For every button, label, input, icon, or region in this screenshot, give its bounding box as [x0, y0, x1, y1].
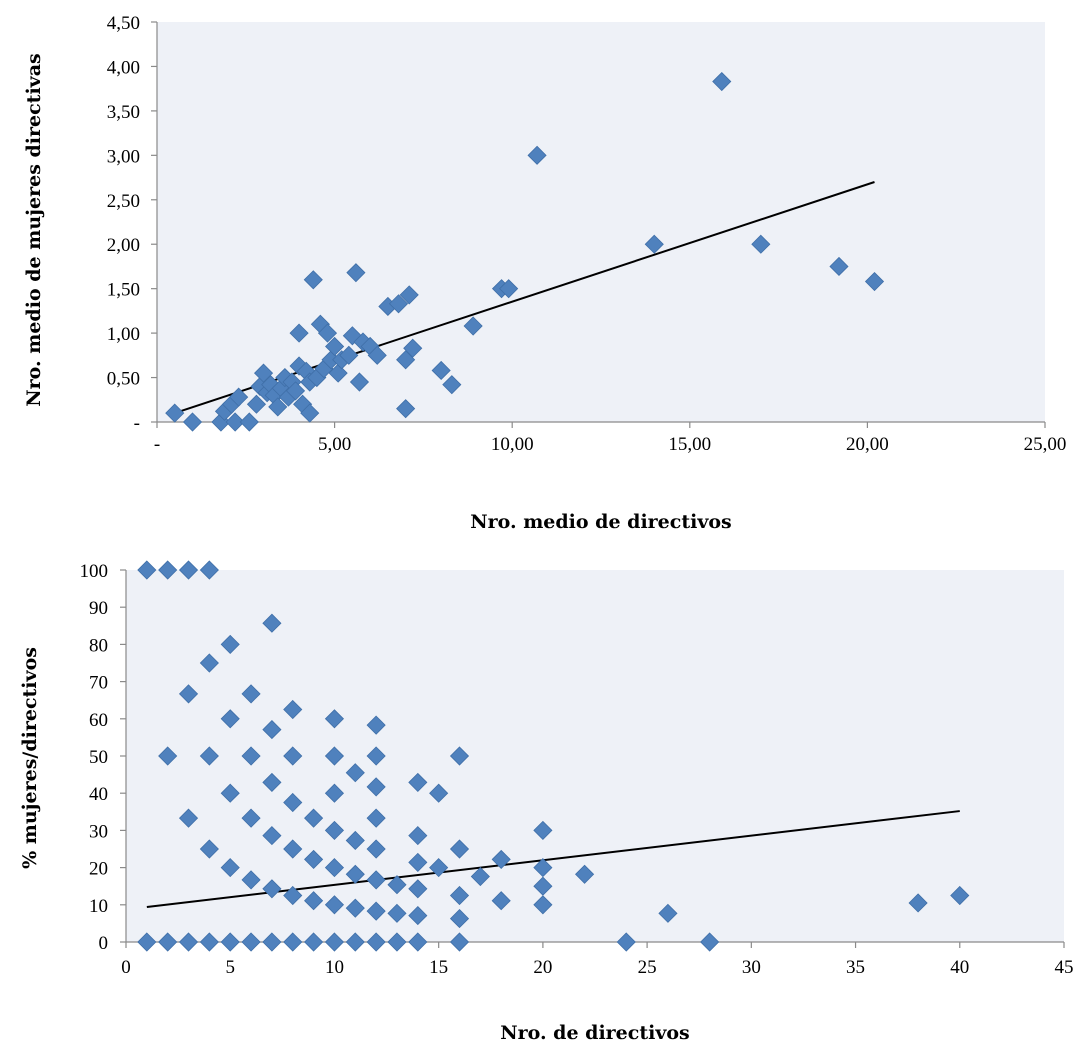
y-tick-label: 100 [80, 561, 109, 582]
y-tick-label: - [134, 413, 140, 434]
y-tick-label: 10 [89, 896, 108, 917]
chart-mean-directors: - 5,00 10,00 15,00 20,00 25,00 - 0,50 1,00 1,50 2… [23, 13, 1066, 533]
x-tick-label: 20 [533, 957, 552, 978]
x-tick-label: 20,00 [846, 434, 889, 455]
x-tick-label: 15,00 [668, 434, 711, 455]
x-axis-title: Nro. de directivos [500, 1022, 690, 1044]
x-tick-label: 25,00 [1024, 434, 1067, 455]
x-tick-label: 30 [742, 957, 761, 978]
x-tick-label: 35 [846, 957, 865, 978]
y-tick-label: 2,50 [107, 191, 140, 212]
y-tick-label: 0,50 [107, 369, 140, 390]
y-tick-label: 2,00 [107, 235, 140, 256]
y-tick-label: 4,50 [107, 13, 140, 34]
x-tick-label: 45 [1055, 957, 1074, 978]
x-tick-label: 40 [950, 957, 969, 978]
x-tick-label: 10 [325, 957, 344, 978]
x-tick-label: 5,00 [318, 434, 351, 455]
y-tick-label: 1,00 [107, 324, 140, 345]
y-tick-label: 70 [89, 673, 108, 694]
chart-percent-women: 0 5 10 15 20 25 30 35 40 45 0 10 20 30 40 50 60 70 80 90 10… [19, 561, 1074, 1044]
y-tick-label: 0 [99, 933, 109, 954]
x-tick-label: 10,00 [491, 434, 534, 455]
x-axis-title: Nro. medio de directivos [470, 511, 732, 533]
x-tick-label: 5 [225, 957, 235, 978]
y-tick-label: 40 [89, 784, 108, 805]
y-tick-label: 90 [89, 598, 108, 619]
y-tick-label: 3,50 [107, 102, 140, 123]
y-axis-title: % mujeres/directivos [19, 647, 41, 869]
y-tick-label: 3,00 [107, 146, 140, 167]
x-tick-label: - [154, 434, 160, 455]
y-tick-label: 4,00 [107, 57, 140, 78]
y-axis-title: Nro. medio de mujeres directivas [23, 53, 45, 406]
y-tick-label: 20 [89, 859, 108, 880]
y-tick-label: 30 [89, 821, 108, 842]
x-tick-label: 0 [121, 957, 131, 978]
x-tick-labels: 0 5 10 15 20 25 30 35 40 45 [121, 957, 1073, 978]
x-tick-label: 25 [638, 957, 657, 978]
y-tick-label: 80 [89, 635, 108, 656]
y-tick-labels: 0 10 20 30 40 50 60 70 80 90 100 [80, 561, 109, 954]
x-tick-label: 15 [429, 957, 448, 978]
x-tick-labels: - 5,00 10,00 15,00 20,00 25,00 [154, 434, 1067, 455]
plot-area [157, 22, 1045, 422]
y-tick-label: 60 [89, 710, 108, 731]
y-tick-labels: - 0,50 1,00 1,50 2,00 2,50 3,00 3,50 4,00 4,50 [107, 13, 140, 434]
y-tick-label: 1,50 [107, 280, 140, 301]
y-tick-label: 50 [89, 747, 108, 768]
